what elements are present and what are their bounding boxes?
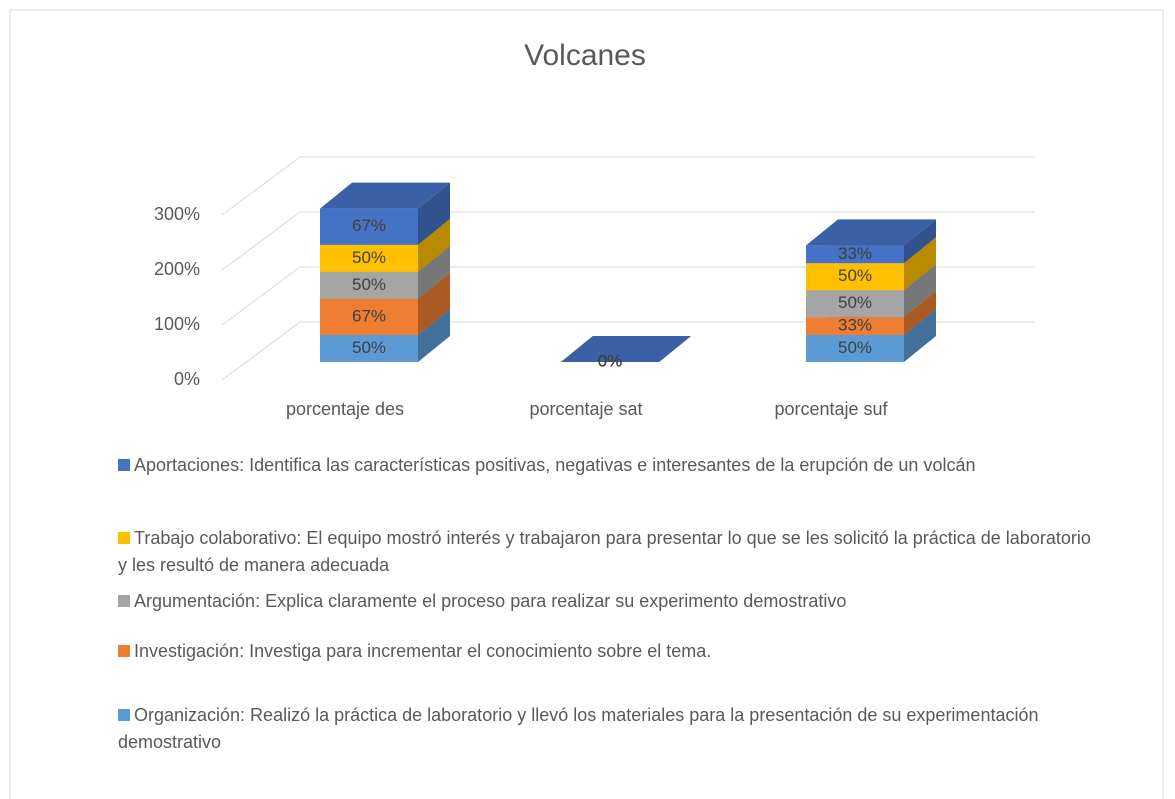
x-tick-label: porcentaje des <box>286 399 404 419</box>
bar-front <box>806 335 904 362</box>
legend-swatch <box>118 459 130 471</box>
legend-entry: Aportaciones: Identifica las característ… <box>118 452 1098 479</box>
bar-side <box>418 245 450 299</box>
legend-label: Trabajo colaborativo: El equipo mostró i… <box>118 528 1091 575</box>
bar-front <box>806 317 904 335</box>
data-label: 50% <box>352 275 386 294</box>
data-label: 50% <box>838 338 872 357</box>
grid-line <box>221 321 1035 381</box>
grid-line <box>221 156 1035 216</box>
legend-entry: Investigación: Investiga para incrementa… <box>118 638 1098 665</box>
data-label: 0% <box>598 351 623 370</box>
legend-label: Aportaciones: Identifica las característ… <box>134 455 976 475</box>
chart-border <box>9 9 1164 799</box>
y-tick-label: 0% <box>174 369 200 389</box>
bar-front <box>320 298 418 335</box>
legend-label: Investigación: Investiga para incrementa… <box>134 641 712 661</box>
bar-side <box>904 219 936 264</box>
bar-side <box>904 291 936 335</box>
bar-side <box>904 309 936 362</box>
grid-line <box>221 211 1035 271</box>
data-label: 67% <box>352 306 386 325</box>
chart-title: Volcanes <box>524 39 646 72</box>
legend-label: Organización: Realizó la práctica de lab… <box>118 705 1039 752</box>
legend-swatch <box>118 595 130 607</box>
bar-side <box>418 218 450 272</box>
data-label: 50% <box>838 266 872 285</box>
x-tick-label: porcentaje suf <box>774 399 888 419</box>
bar-side <box>904 237 936 291</box>
bar-side <box>418 309 450 362</box>
data-label: 0% <box>598 351 623 370</box>
y-tick-label: 300% <box>154 204 200 224</box>
bar-front <box>806 245 904 264</box>
bar-front <box>320 271 418 299</box>
legend-swatch <box>118 645 130 657</box>
bar-top <box>561 336 691 362</box>
legend-entry: Trabajo colaborativo: El equipo mostró i… <box>118 525 1098 579</box>
legend-entry: Argumentación: Explica claramente el pro… <box>118 588 1098 615</box>
data-label: 0% <box>598 351 623 370</box>
bar-side <box>904 264 936 318</box>
bar-front <box>806 263 904 291</box>
legend-swatch <box>118 709 130 721</box>
y-tick-label: 200% <box>154 259 200 279</box>
x-tick-label: porcentaje sat <box>529 399 642 419</box>
grid-line <box>221 266 1035 326</box>
data-label: 33% <box>838 244 872 263</box>
y-tick-label: 100% <box>154 314 200 334</box>
bar-top <box>320 182 450 209</box>
bar-front <box>320 208 418 245</box>
data-label: 67% <box>352 216 386 235</box>
data-label: 33% <box>838 316 872 335</box>
bar-front <box>320 335 418 362</box>
data-label: 50% <box>352 338 386 357</box>
legend-label: Argumentación: Explica claramente el pro… <box>134 591 847 611</box>
bar-side <box>418 272 450 335</box>
bar-side <box>418 182 450 245</box>
data-label: 50% <box>352 248 386 267</box>
bar-front <box>806 290 904 318</box>
legend-entry: Organización: Realizó la práctica de lab… <box>118 702 1098 756</box>
bar-front <box>320 244 418 272</box>
bar-top <box>806 219 936 246</box>
data-label: 0% <box>598 351 623 370</box>
legend-swatch <box>118 532 130 544</box>
data-label: 0% <box>598 351 623 370</box>
data-label: 50% <box>838 293 872 312</box>
